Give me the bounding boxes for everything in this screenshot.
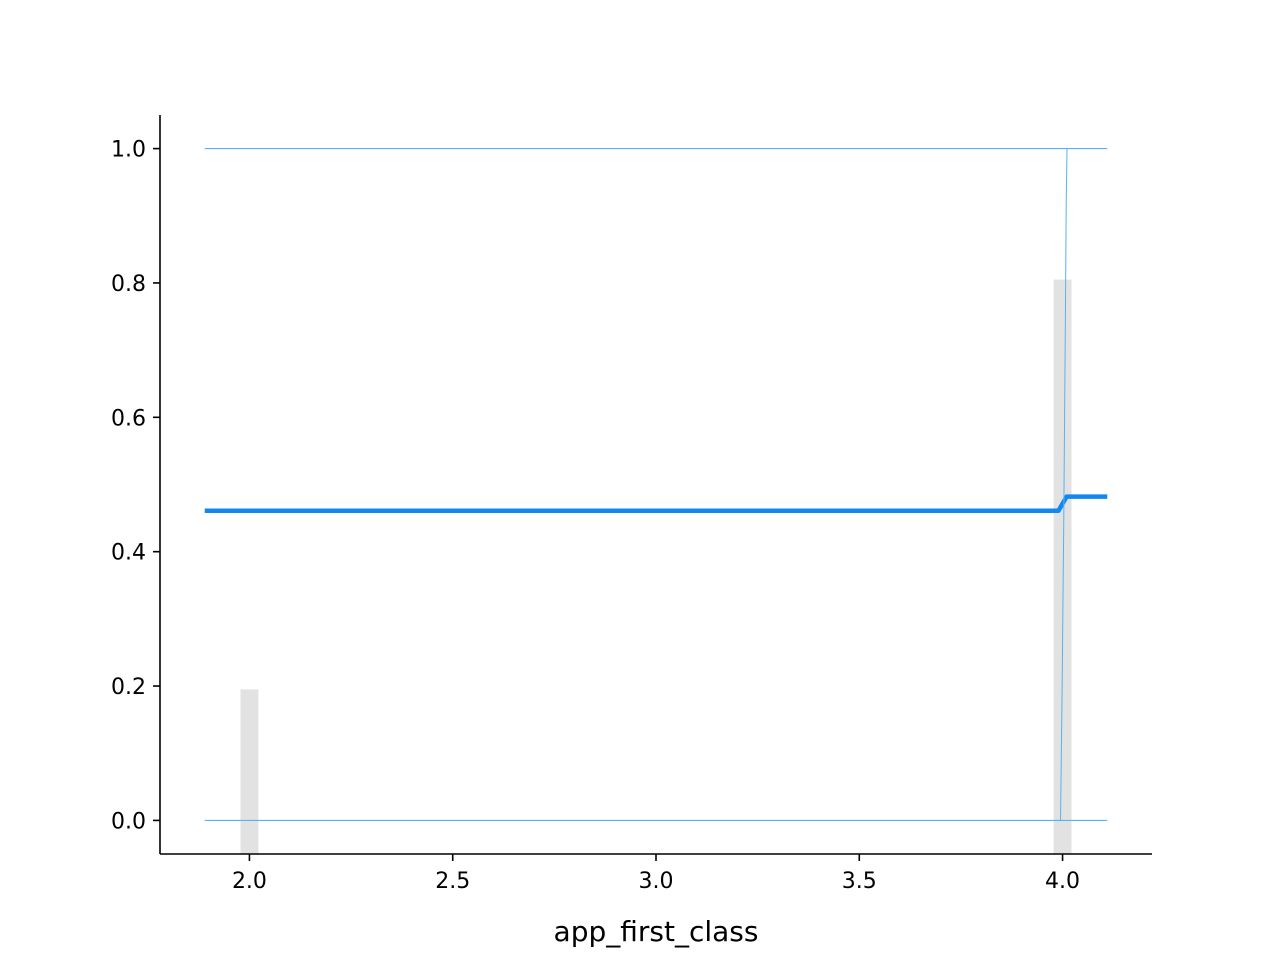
x-tick-label: 4.0 (1045, 869, 1080, 894)
series-lines (204, 148, 1108, 821)
y-tick-label: 1.0 (111, 138, 146, 163)
y-tick-label: 0.2 (111, 675, 146, 700)
histogram (240, 279, 1072, 854)
x-tick-label: 3.0 (639, 869, 674, 894)
y-tick-label: 0.8 (111, 272, 146, 297)
axes (159, 115, 1152, 855)
histogram-bar (240, 689, 259, 854)
x-tick-label: 2.0 (232, 869, 267, 894)
ticks: 2.0 2.5 3.0 3.5 4.0 0.0 0.2 0.4 0.6 0.8 1.0 (111, 138, 1080, 894)
x-tick-label: 3.5 (842, 869, 877, 894)
y-tick-label: 0.4 (111, 541, 146, 566)
y-tick-label: 0.0 (111, 809, 146, 834)
y-tick-label: 0.6 (111, 406, 146, 431)
histogram-bar (1053, 279, 1072, 854)
x-tick-label: 2.5 (435, 869, 470, 894)
x-axis-label: app_first_class (554, 915, 759, 948)
mean-curve-line (204, 494, 1108, 513)
cumulative-sample-line (1060, 148, 1068, 821)
